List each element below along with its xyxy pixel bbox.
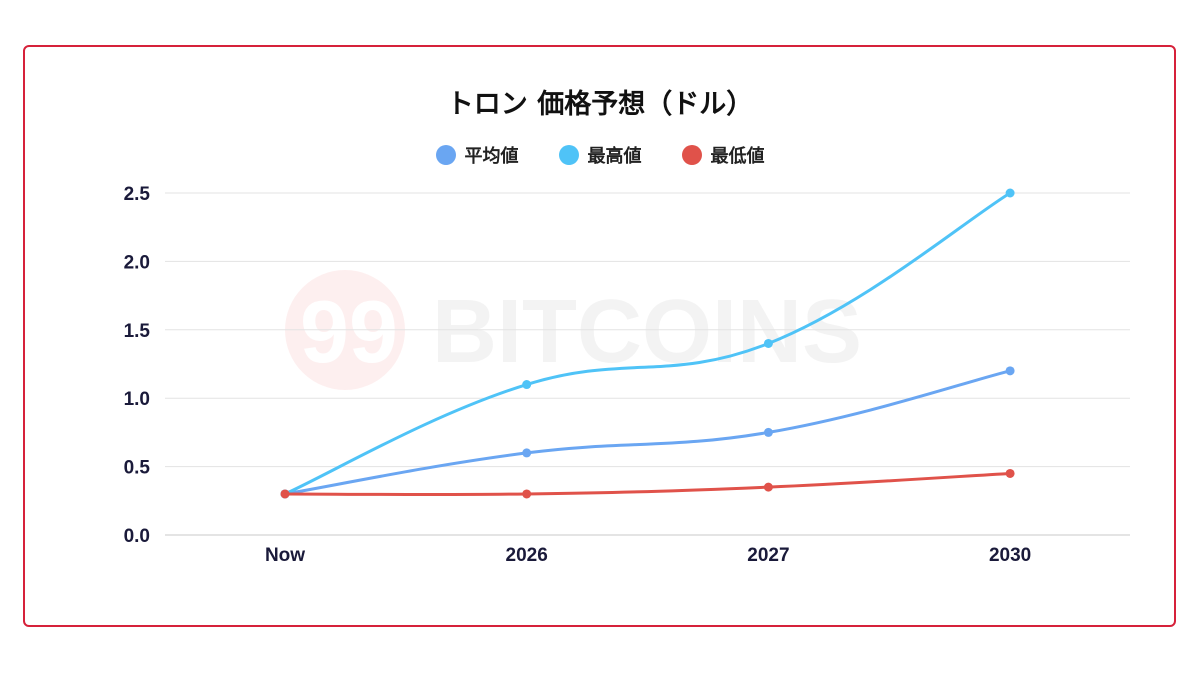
data-point [763,427,773,437]
y-tick-label: 1.0 [124,389,150,410]
chart-title: トロン 価格予想（ドル） [446,89,754,120]
legend-item[interactable]: 平均値 [435,142,519,168]
legend-marker [435,145,456,165]
data-point [280,489,290,499]
series-line [284,191,1011,496]
x-tick-label: 2026 [506,545,548,566]
watermark-logo: BITCOINS 99 [285,270,862,390]
x-tick-label: Now [265,545,305,566]
series-line [284,369,1011,496]
svg-text:99: 99 [300,282,398,381]
legend-label: 最高値 [587,146,642,167]
data-point [1005,366,1015,376]
legend: 平均値 最高値 最低値 [0,142,1200,168]
data-point [522,489,532,499]
y-tick-label: 2.0 [124,252,150,273]
svg-text:BITCOINS: BITCOINS [432,282,862,382]
data-point [763,482,773,492]
series-line [284,471,1011,497]
data-point [763,338,773,348]
legend-marker [681,145,702,165]
y-tick-label: 2.5 [124,184,151,205]
data-point [1005,188,1015,198]
y-tick-label: 0.5 [124,458,151,479]
data-point [1005,468,1015,478]
legend-marker [558,145,579,165]
legend-label: 最低値 [710,146,765,167]
chart-frame [23,45,1176,627]
data-point [522,448,532,458]
legend-label: 平均値 [464,146,519,167]
y-tick-label: 0.0 [124,526,150,547]
data-point [522,380,532,390]
y-tick-label: 1.5 [124,321,151,342]
x-tick-label: 2030 [989,545,1031,566]
legend-item[interactable]: 最低値 [681,142,765,168]
legend-item[interactable]: 最高値 [558,142,642,168]
x-tick-label: 2027 [747,545,789,566]
